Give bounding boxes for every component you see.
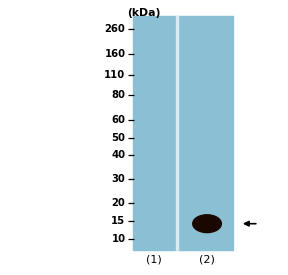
Text: 10: 10 <box>111 234 125 244</box>
Text: 160: 160 <box>104 49 125 59</box>
Bar <box>176 16 178 250</box>
Bar <box>132 16 233 250</box>
Text: 80: 80 <box>111 90 125 100</box>
Text: 60: 60 <box>111 115 125 125</box>
Text: (kDa): (kDa) <box>127 7 161 18</box>
Text: (1): (1) <box>146 255 162 265</box>
Text: 30: 30 <box>112 174 125 183</box>
Text: 40: 40 <box>111 150 125 160</box>
Ellipse shape <box>193 215 221 233</box>
Text: 260: 260 <box>105 24 125 34</box>
Text: 110: 110 <box>104 70 125 79</box>
Text: 15: 15 <box>111 216 125 226</box>
Text: 20: 20 <box>112 198 125 208</box>
Text: (2): (2) <box>199 255 215 265</box>
Text: 50: 50 <box>111 133 125 142</box>
